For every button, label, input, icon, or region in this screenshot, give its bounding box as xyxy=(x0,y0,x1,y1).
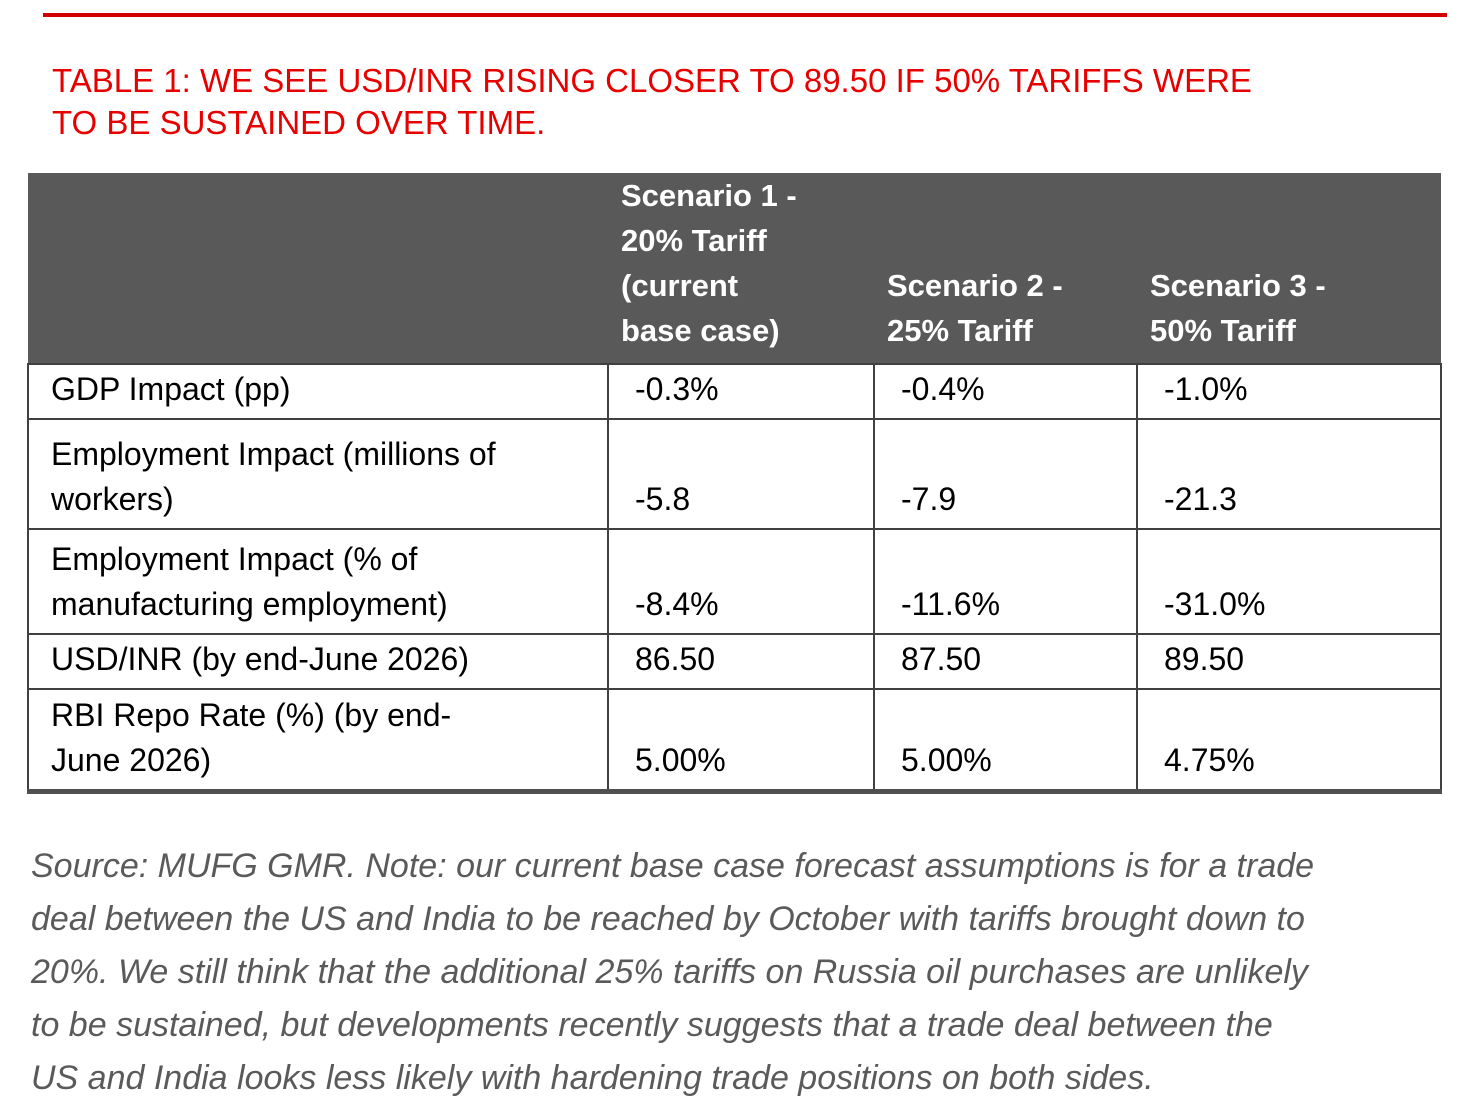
row-label: RBI Repo Rate (%) (by end- June 2026) xyxy=(27,688,609,792)
row-label: GDP Impact (pp) xyxy=(27,363,609,420)
row-label: Employment Impact (% of manufacturing em… xyxy=(27,528,609,635)
value-scenario-1: -8.4% xyxy=(607,528,875,635)
value-scenario-1: 86.50 xyxy=(607,633,875,690)
table-row-usd-inr: USD/INR (by end-June 2026) 86.50 87.50 8… xyxy=(27,633,1442,690)
value-scenario-3: 89.50 xyxy=(1136,633,1442,690)
value-scenario-2: -7.9 xyxy=(873,418,1138,530)
value-scenario-1: 5.00% xyxy=(607,688,875,792)
table-title: TABLE 1: WE SEE USD/INR RISING CLOSER TO… xyxy=(52,62,1252,142)
value-scenario-3: -1.0% xyxy=(1136,363,1442,420)
top-red-rule xyxy=(43,13,1447,17)
source-note: Source: MUFG GMR. Note: our current base… xyxy=(31,847,1315,1097)
scenario-table: Scenario 1 - 20% Tariff (current base ca… xyxy=(27,173,1442,794)
value-scenario-1: -0.3% xyxy=(607,363,875,420)
value-scenario-2: 5.00% xyxy=(873,688,1138,792)
header-cell-empty xyxy=(28,173,608,364)
value-scenario-2: 87.50 xyxy=(873,633,1138,690)
value-scenario-1: -5.8 xyxy=(607,418,875,530)
value-scenario-2: -11.6% xyxy=(873,528,1138,635)
table-row-gdp-impact: GDP Impact (pp) -0.3% -0.4% -1.0% xyxy=(27,363,1442,420)
row-label: Employment Impact (millions of workers) xyxy=(27,418,609,530)
header-cell-scenario-1: Scenario 1 - 20% Tariff (current base ca… xyxy=(608,173,874,364)
table-header-row: Scenario 1 - 20% Tariff (current base ca… xyxy=(28,173,1441,364)
row-label: USD/INR (by end-June 2026) xyxy=(27,633,609,690)
value-scenario-3: 4.75% xyxy=(1136,688,1442,792)
table-row-employment-percent: Employment Impact (% of manufacturing em… xyxy=(27,528,1442,635)
header-cell-scenario-2: Scenario 2 - 25% Tariff xyxy=(874,173,1137,364)
value-scenario-2: -0.4% xyxy=(873,363,1138,420)
table-row-employment-millions: Employment Impact (millions of workers) … xyxy=(27,418,1442,530)
value-scenario-3: -21.3 xyxy=(1136,418,1442,530)
value-scenario-3: -31.0% xyxy=(1136,528,1442,635)
table-row-rbi-repo-rate: RBI Repo Rate (%) (by end- June 2026) 5.… xyxy=(27,688,1442,792)
header-cell-scenario-3: Scenario 3 - 50% Tariff xyxy=(1137,173,1441,364)
